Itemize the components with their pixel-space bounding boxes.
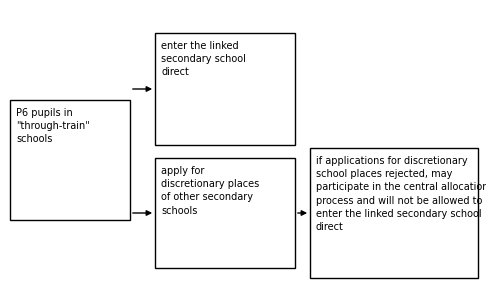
Text: enter the linked
secondary school
direct: enter the linked secondary school direct [161, 41, 246, 77]
Text: if applications for discretionary
school places rejected, may
participate in the: if applications for discretionary school… [316, 156, 486, 232]
Bar [155, 33, 295, 145]
Text: apply for
discretionary places
of other secondary
schools: apply for discretionary places of other … [161, 166, 259, 216]
Bar [155, 158, 295, 268]
Bar [310, 148, 478, 278]
Bar [10, 100, 130, 220]
Text: P6 pupils in
"through-train"
schools: P6 pupils in "through-train" schools [16, 108, 90, 144]
